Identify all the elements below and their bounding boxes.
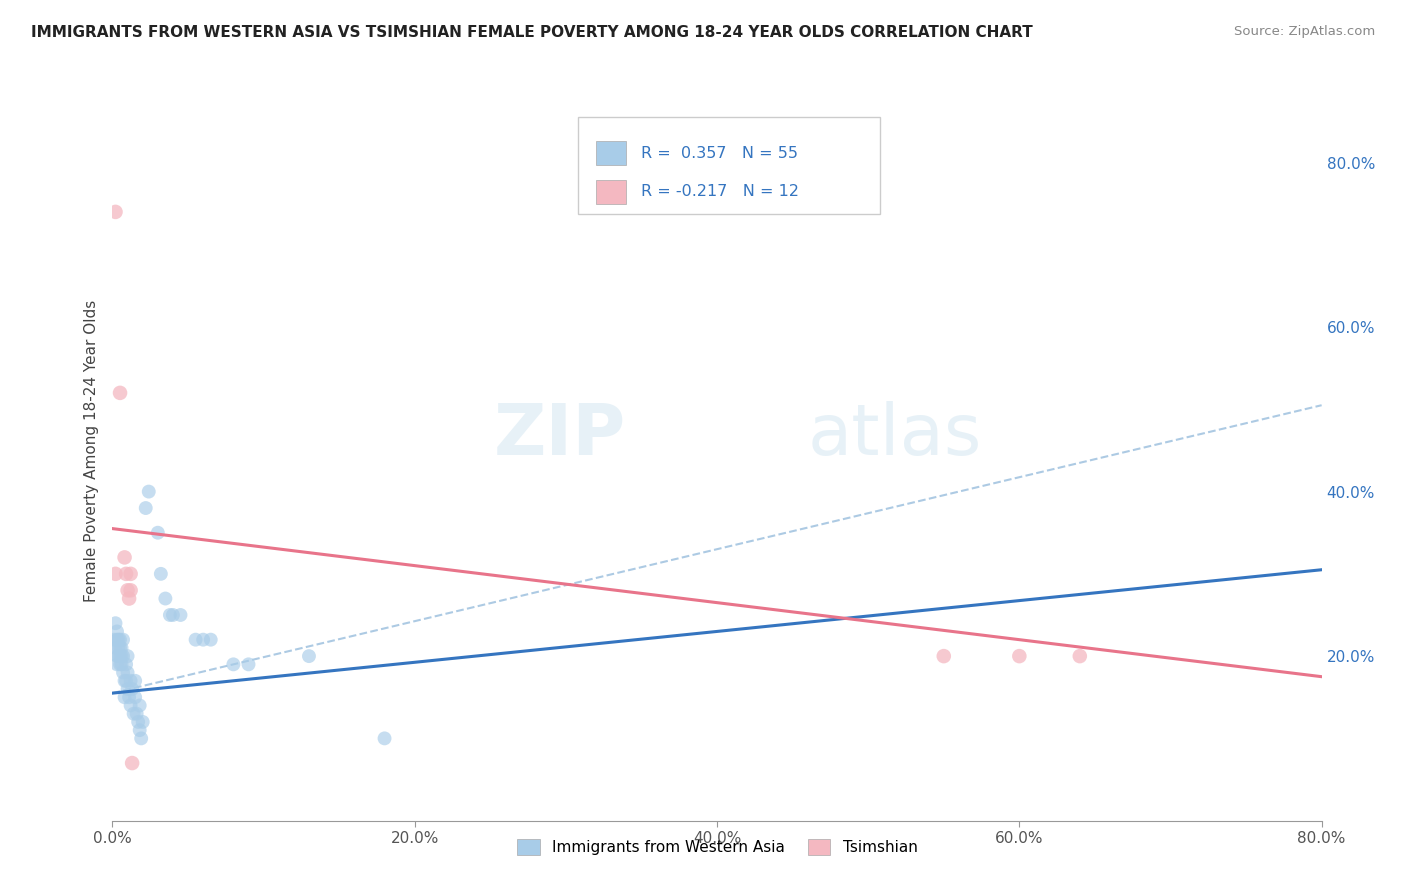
Text: R = -0.217   N = 12: R = -0.217 N = 12 bbox=[641, 184, 799, 199]
Point bbox=[932, 649, 955, 664]
Point bbox=[114, 550, 136, 565]
Point bbox=[135, 501, 157, 516]
Point bbox=[108, 632, 131, 647]
Point bbox=[120, 673, 142, 688]
Point bbox=[105, 649, 128, 664]
FancyBboxPatch shape bbox=[596, 142, 627, 165]
Point bbox=[146, 525, 169, 540]
Point bbox=[117, 583, 139, 598]
Point bbox=[191, 632, 214, 647]
Point bbox=[104, 640, 127, 655]
Point bbox=[115, 566, 138, 581]
Point bbox=[114, 673, 136, 688]
Point bbox=[120, 566, 142, 581]
Point bbox=[115, 673, 138, 688]
Point bbox=[118, 690, 141, 705]
Point bbox=[108, 385, 131, 400]
Point bbox=[127, 714, 149, 729]
Point bbox=[104, 205, 127, 219]
Point bbox=[169, 607, 191, 622]
Point bbox=[108, 657, 131, 672]
Text: ZIP: ZIP bbox=[494, 401, 626, 470]
Point bbox=[128, 723, 150, 738]
Point bbox=[112, 632, 135, 647]
Point bbox=[124, 673, 146, 688]
Point bbox=[222, 657, 245, 672]
Legend: Immigrants from Western Asia, Tsimshian: Immigrants from Western Asia, Tsimshian bbox=[510, 833, 924, 861]
Point bbox=[104, 616, 127, 631]
Text: Source: ZipAtlas.com: Source: ZipAtlas.com bbox=[1234, 25, 1375, 38]
Point bbox=[110, 649, 132, 664]
Point bbox=[117, 649, 139, 664]
Point bbox=[155, 591, 177, 606]
Point bbox=[149, 566, 172, 581]
Point bbox=[104, 566, 127, 581]
Point bbox=[112, 649, 135, 664]
Point bbox=[108, 649, 131, 664]
Point bbox=[124, 690, 146, 705]
Point bbox=[374, 731, 396, 746]
Point bbox=[159, 607, 181, 622]
Point bbox=[138, 484, 160, 499]
Point bbox=[128, 698, 150, 713]
Point bbox=[117, 681, 139, 696]
Point bbox=[114, 690, 136, 705]
Point bbox=[110, 657, 132, 672]
Point bbox=[110, 640, 132, 655]
Point bbox=[108, 640, 131, 655]
Text: IMMIGRANTS FROM WESTERN ASIA VS TSIMSHIAN FEMALE POVERTY AMONG 18-24 YEAR OLDS C: IMMIGRANTS FROM WESTERN ASIA VS TSIMSHIA… bbox=[31, 25, 1032, 40]
Point bbox=[112, 665, 135, 680]
Point bbox=[162, 607, 184, 622]
Point bbox=[107, 649, 129, 664]
Y-axis label: Female Poverty Among 18-24 Year Olds: Female Poverty Among 18-24 Year Olds bbox=[83, 300, 98, 601]
Point bbox=[1069, 649, 1091, 664]
Point bbox=[115, 657, 138, 672]
Point bbox=[200, 632, 222, 647]
Point bbox=[132, 714, 155, 729]
Point bbox=[103, 632, 125, 647]
Point bbox=[238, 657, 260, 672]
Point bbox=[120, 583, 142, 598]
Point bbox=[107, 632, 129, 647]
Point bbox=[1008, 649, 1031, 664]
Point bbox=[121, 681, 143, 696]
FancyBboxPatch shape bbox=[578, 118, 880, 213]
Point bbox=[129, 731, 152, 746]
Point bbox=[120, 698, 142, 713]
Point bbox=[105, 624, 128, 639]
Text: R =  0.357   N = 55: R = 0.357 N = 55 bbox=[641, 145, 797, 161]
Point bbox=[122, 706, 145, 721]
FancyBboxPatch shape bbox=[596, 180, 627, 203]
Point bbox=[117, 665, 139, 680]
Point bbox=[107, 640, 129, 655]
Point bbox=[105, 657, 128, 672]
Point bbox=[118, 591, 141, 606]
Point bbox=[105, 632, 128, 647]
Point bbox=[121, 756, 143, 770]
Text: atlas: atlas bbox=[807, 401, 983, 470]
Point bbox=[125, 706, 148, 721]
Point bbox=[184, 632, 207, 647]
Point bbox=[298, 649, 321, 664]
